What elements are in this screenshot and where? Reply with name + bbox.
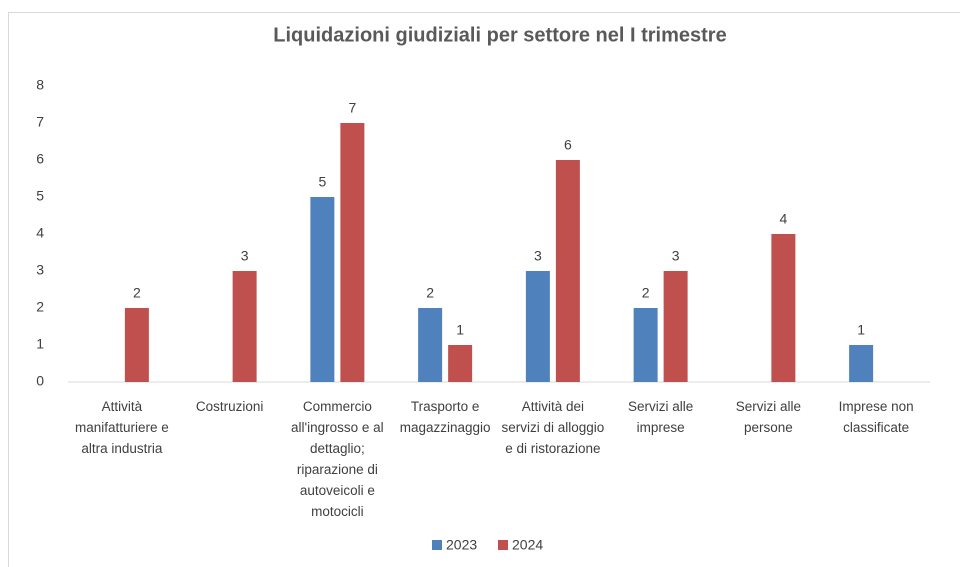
x-tick-label: Attività dei servizi di alloggio e di ri… — [501, 399, 605, 456]
legend-label: 2024 — [512, 537, 543, 553]
y-tick-label: 0 — [36, 373, 44, 389]
legend-swatch — [432, 540, 442, 550]
legend-label: 2023 — [446, 537, 477, 553]
y-tick-label: 2 — [36, 299, 44, 315]
x-tick-label: Imprese non classificate — [838, 399, 914, 435]
y-tick-label: 1 — [36, 336, 44, 352]
legend-swatch — [498, 540, 508, 550]
y-tick-label: 3 — [36, 262, 44, 278]
value-label: 2 — [642, 285, 650, 301]
bar — [633, 308, 658, 382]
y-tick-label: 8 — [36, 77, 44, 93]
bar — [771, 234, 796, 382]
value-label: 5 — [318, 174, 326, 190]
value-label: 3 — [672, 248, 680, 264]
x-tick-label: Trasporto e magazzinaggio — [399, 399, 491, 435]
bar — [340, 123, 365, 382]
bar — [849, 345, 874, 382]
value-label: 1 — [456, 322, 464, 338]
bar — [124, 308, 149, 382]
y-tick-label: 4 — [36, 225, 44, 241]
bar — [555, 160, 580, 382]
chart-title: Liquidazioni giudiziali per settore nel … — [273, 24, 726, 46]
y-tick-label: 7 — [36, 114, 44, 130]
value-label: 1 — [857, 322, 865, 338]
x-tick-label: Attività manifatturiere e altra industri… — [74, 399, 169, 456]
value-label: 3 — [534, 248, 542, 264]
value-label: 6 — [564, 137, 572, 153]
y-tick-label: 5 — [36, 188, 44, 204]
bar — [448, 345, 473, 382]
value-label: 4 — [779, 211, 787, 227]
bar — [525, 271, 550, 382]
bar — [418, 308, 443, 382]
value-label: 2 — [133, 285, 141, 301]
x-tick-label: Costruzioni — [195, 399, 264, 414]
y-tick-label: 6 — [36, 151, 44, 167]
x-tick-label: Servizi alle persone — [735, 399, 802, 435]
value-label: 7 — [348, 100, 356, 116]
value-label: 2 — [426, 285, 434, 301]
bar — [663, 271, 688, 382]
bar — [310, 197, 335, 382]
x-tick-label: Servizi alle imprese — [627, 399, 694, 435]
x-tick-label: Commercio all'ingrosso e al dettaglio; r… — [291, 399, 384, 519]
chart-frame — [8, 12, 960, 567]
bar — [232, 271, 257, 382]
value-label: 3 — [241, 248, 249, 264]
